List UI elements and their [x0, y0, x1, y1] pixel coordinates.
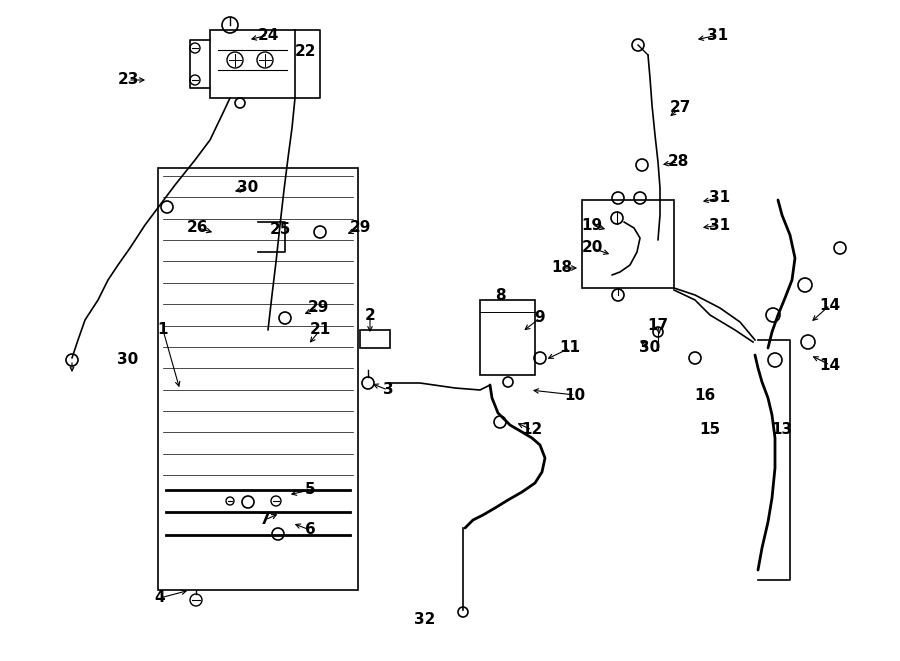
Text: 5: 5: [305, 483, 315, 498]
Text: 8: 8: [495, 288, 505, 303]
Text: 4: 4: [155, 590, 166, 605]
Text: 31: 31: [709, 217, 731, 233]
Text: 23: 23: [117, 73, 139, 87]
Bar: [360, 330, 390, 348]
Text: 3: 3: [382, 383, 393, 397]
Text: 14: 14: [819, 297, 841, 313]
Bar: [158, 168, 358, 590]
Text: 27: 27: [670, 100, 690, 116]
Text: 20: 20: [581, 241, 603, 256]
Text: 1: 1: [158, 323, 168, 338]
Text: 32: 32: [414, 613, 436, 627]
Text: 2: 2: [364, 307, 375, 323]
Text: 6: 6: [304, 522, 315, 537]
Text: 18: 18: [552, 260, 572, 276]
Text: 9: 9: [535, 311, 545, 325]
Bar: [480, 300, 535, 375]
Text: 10: 10: [564, 387, 586, 403]
Text: 29: 29: [349, 221, 371, 235]
Text: 29: 29: [307, 301, 328, 315]
Text: 30: 30: [238, 180, 258, 196]
Text: 24: 24: [257, 28, 279, 42]
Text: 14: 14: [819, 358, 841, 373]
Text: 7: 7: [260, 512, 270, 527]
Text: 22: 22: [294, 44, 316, 59]
Text: 31: 31: [709, 190, 731, 206]
Text: 15: 15: [699, 422, 721, 438]
Bar: [210, 30, 295, 98]
Text: 25: 25: [269, 223, 291, 237]
Text: 26: 26: [187, 221, 209, 235]
Text: 30: 30: [117, 352, 139, 368]
Text: 13: 13: [771, 422, 793, 438]
Bar: [582, 200, 674, 288]
Text: 12: 12: [521, 422, 543, 438]
Text: 21: 21: [310, 323, 330, 338]
Text: 28: 28: [667, 155, 688, 169]
Text: 16: 16: [695, 387, 716, 403]
Text: 30: 30: [639, 340, 661, 356]
Text: 31: 31: [707, 28, 729, 42]
Text: 17: 17: [647, 317, 669, 332]
Text: 19: 19: [581, 217, 603, 233]
Text: 11: 11: [560, 340, 580, 356]
